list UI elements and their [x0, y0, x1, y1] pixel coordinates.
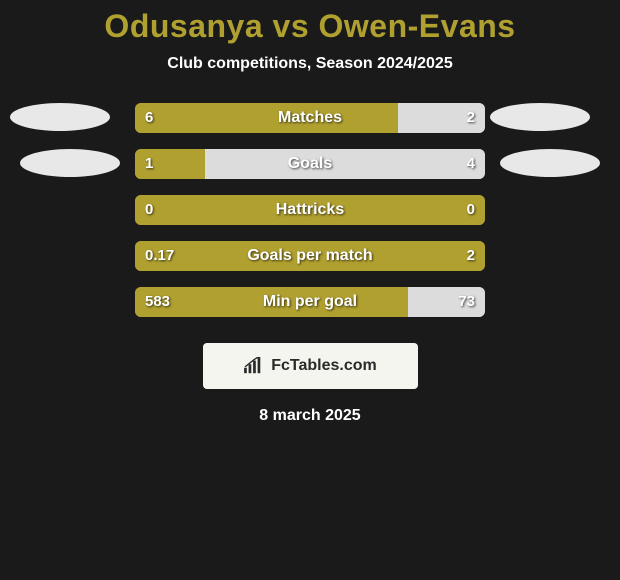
chart-row: Hattricks00: [0, 195, 620, 225]
chart-row: Goals per match0.172: [0, 241, 620, 271]
bar-track: [135, 103, 485, 133]
chart-row: Min per goal58373: [0, 287, 620, 317]
bar-track: [135, 287, 485, 317]
comparison-widget: Odusanya vs Owen-Evans Club competitions…: [0, 0, 620, 580]
brand-logo[interactable]: FcTables.com: [203, 343, 418, 389]
bar-track: [135, 241, 485, 271]
bar-track: [135, 149, 485, 179]
player-badge: [500, 149, 600, 177]
player-badge: [10, 103, 110, 131]
player-badge: [490, 103, 590, 131]
brand-logo-text: FcTables.com: [271, 357, 377, 375]
bar-right: [398, 103, 486, 133]
bar-right: [408, 287, 485, 317]
bar-right: [205, 149, 485, 179]
bar-left: [135, 241, 485, 271]
player-badge: [20, 149, 120, 177]
bar-left: [135, 149, 205, 179]
bar-track: [135, 195, 485, 225]
chart-date: 8 march 2025: [259, 407, 360, 425]
bar-left: [135, 103, 398, 133]
chart-row: Matches62: [0, 103, 620, 133]
comparison-chart: Matches62 Goals14 Hattricks00 Goals per mat…: [0, 103, 620, 333]
chart-row: Goals14: [0, 149, 620, 179]
bar-left: [135, 195, 485, 225]
page-title: Odusanya vs Owen-Evans: [104, 8, 515, 45]
page-subtitle: Club competitions, Season 2024/2025: [167, 55, 452, 73]
bar-chart-icon: [243, 357, 265, 375]
bar-left: [135, 287, 408, 317]
